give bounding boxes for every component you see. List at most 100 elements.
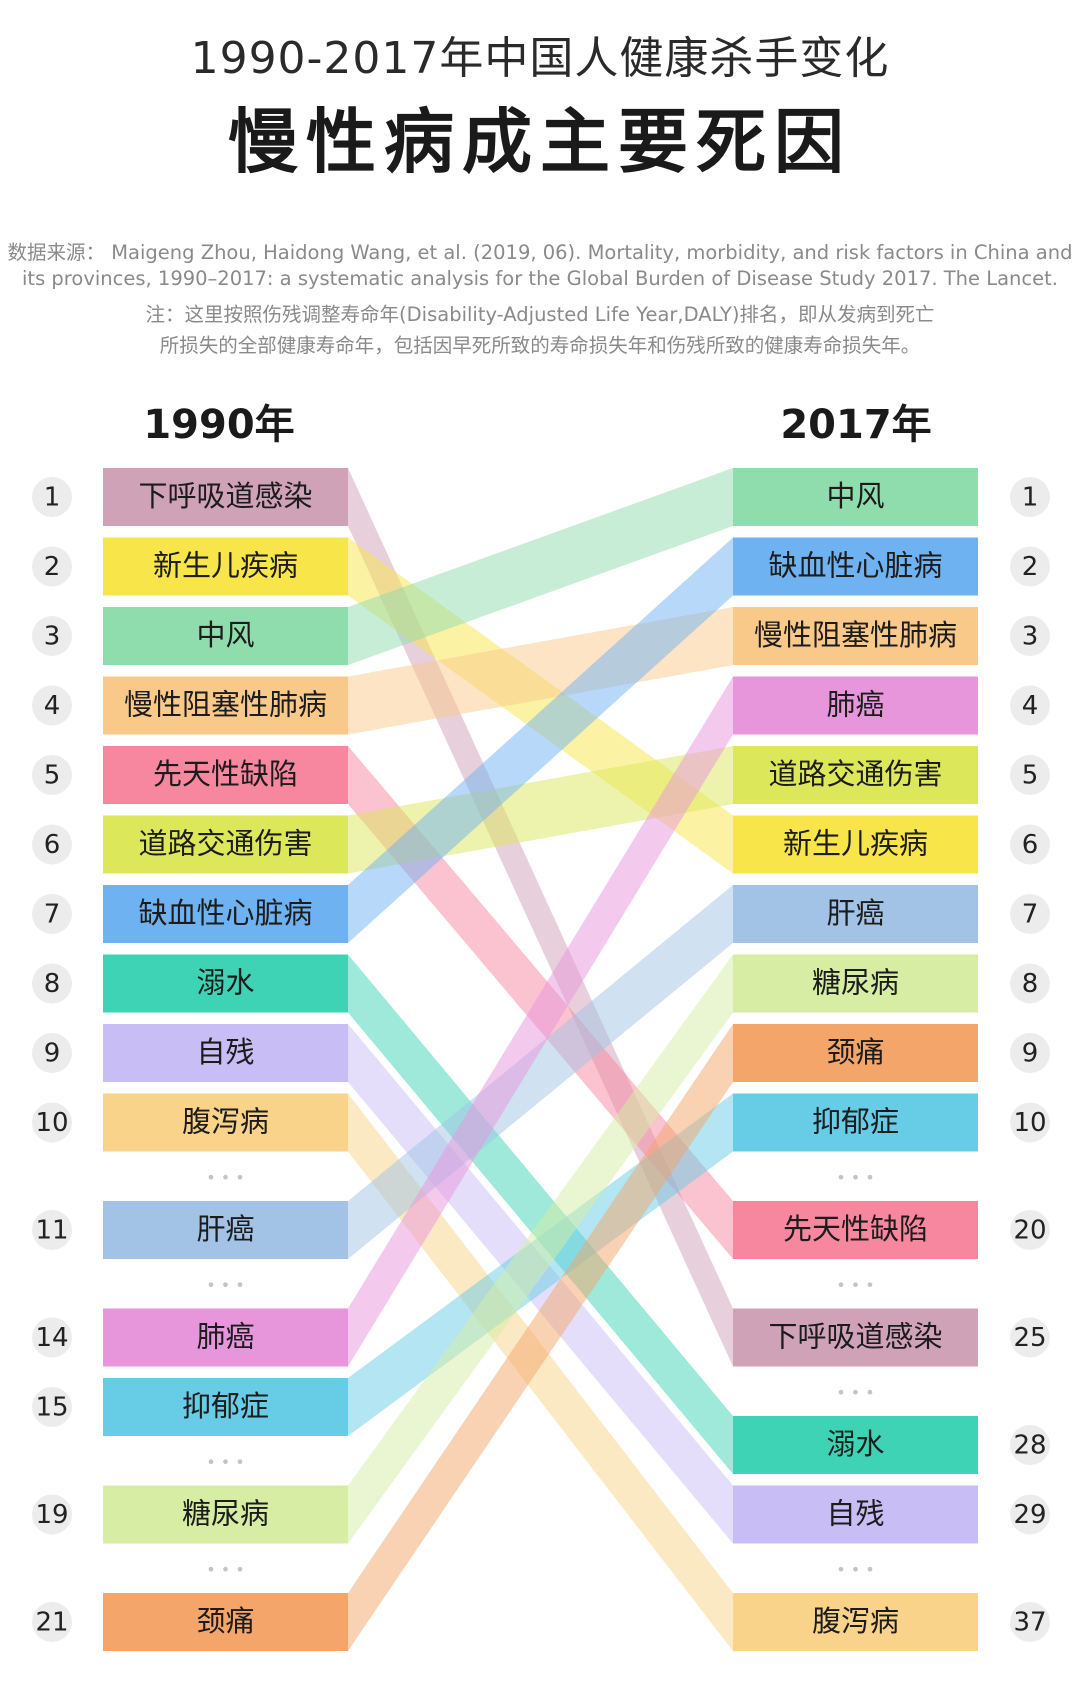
left-cause-label: 抑郁症 xyxy=(182,1389,269,1423)
left-cause-box xyxy=(103,468,348,526)
ellipsis-dots: • • • xyxy=(836,1560,874,1579)
right-cause-box xyxy=(733,1201,978,1259)
left-rank-number: 11 xyxy=(35,1216,68,1246)
left-rank-number: 10 xyxy=(35,1108,68,1138)
left-cause-box xyxy=(103,676,348,735)
right-cause-label: 抑郁症 xyxy=(812,1105,899,1139)
right-cause-box xyxy=(733,607,978,665)
left-cause-label: 新生儿疾病 xyxy=(153,549,298,583)
left-rank-circle xyxy=(32,755,72,795)
left-rank-number: 9 xyxy=(44,1039,61,1069)
chart-subtitle: 慢性病成主要死因 xyxy=(228,101,852,183)
right-rank-number: 29 xyxy=(1013,1500,1046,1530)
left-cause-label: 慢性阻塞性肺病 xyxy=(124,688,327,722)
right-cause-label: 慢性阻塞性肺病 xyxy=(754,618,957,652)
left-rank-circle xyxy=(32,546,72,587)
left-rank-circle xyxy=(32,616,72,656)
right-cause-label: 缺血性心脏病 xyxy=(768,549,942,583)
left-rank-number: 2 xyxy=(44,552,61,582)
left-cause-box xyxy=(103,1593,348,1651)
left-cause-box xyxy=(103,607,348,665)
rank-link xyxy=(348,954,733,1544)
left-cause-label: 中风 xyxy=(196,618,254,652)
left-cause-box xyxy=(103,885,348,943)
left-rank-circle xyxy=(32,685,72,726)
right-year-header: 2017年 xyxy=(780,402,932,448)
left-rank-number: 14 xyxy=(35,1323,68,1353)
rank-link xyxy=(348,1093,733,1651)
right-rank-number: 10 xyxy=(1013,1108,1046,1138)
rank-link xyxy=(348,1024,733,1651)
right-cause-label: 新生儿疾病 xyxy=(783,827,928,861)
right-rank-circle xyxy=(1010,616,1050,656)
right-cause-box xyxy=(733,1308,978,1367)
rank-link xyxy=(348,468,733,665)
right-rank-number: 4 xyxy=(1022,691,1039,721)
left-cause-label: 道路交通伤害 xyxy=(138,827,312,861)
right-rank-circle xyxy=(1010,755,1050,795)
right-cause-label: 糖尿病 xyxy=(812,966,899,1000)
right-cause-box xyxy=(733,1093,978,1152)
right-rank-number: 37 xyxy=(1013,1608,1046,1638)
right-cause-label: 腹泻病 xyxy=(812,1604,899,1638)
ellipsis-dots: • • • xyxy=(206,1168,244,1187)
left-rank-circle xyxy=(32,1494,72,1535)
right-cause-box xyxy=(733,1024,978,1082)
left-rank-circle xyxy=(32,1210,72,1250)
left-rank-number: 7 xyxy=(44,900,61,930)
right-cause-box xyxy=(733,885,978,943)
left-rank-circle xyxy=(32,1602,72,1642)
right-rank-circle xyxy=(1010,824,1050,865)
right-rank-number: 1 xyxy=(1022,483,1039,513)
right-cause-label: 颈痛 xyxy=(826,1035,884,1069)
left-cause-label: 颈痛 xyxy=(196,1604,254,1638)
right-cause-box xyxy=(733,537,978,596)
right-rank-circle xyxy=(1010,963,1050,1004)
left-cause-box xyxy=(103,537,348,596)
right-cause-label: 先天性缺陷 xyxy=(783,1212,928,1246)
left-rank-number: 3 xyxy=(44,622,61,652)
left-rank-circle xyxy=(32,477,72,517)
left-rank-number: 8 xyxy=(44,969,61,999)
ellipsis-dots: • • • xyxy=(836,1383,874,1402)
ellipsis-dots: • • • xyxy=(206,1452,244,1471)
right-cause-label: 中风 xyxy=(826,479,884,513)
left-rank-circle xyxy=(32,1033,72,1073)
ellipsis-dots: • • • xyxy=(206,1275,244,1294)
right-cause-box xyxy=(733,1593,978,1651)
left-rank-circle xyxy=(32,963,72,1004)
ellipsis-dots: • • • xyxy=(836,1275,874,1294)
right-rank-circle xyxy=(1010,1102,1050,1143)
source-note-line-1: 注：这里按照伤残调整寿命年(Disability-Adjusted Life Y… xyxy=(145,303,935,326)
left-cause-box xyxy=(103,1378,348,1436)
left-year-header: 1990年 xyxy=(143,402,295,448)
right-cause-box xyxy=(733,1416,978,1474)
left-cause-box xyxy=(103,1093,348,1152)
left-cause-label: 下呼吸道感染 xyxy=(138,479,312,513)
right-rank-circle xyxy=(1010,1602,1050,1642)
right-rank-number: 25 xyxy=(1013,1323,1046,1353)
right-rank-number: 9 xyxy=(1022,1039,1039,1069)
right-rank-number: 20 xyxy=(1013,1216,1046,1246)
right-rank-number: 28 xyxy=(1013,1431,1046,1461)
rank-link xyxy=(348,537,733,943)
right-rank-number: 5 xyxy=(1022,761,1039,791)
left-cause-label: 腹泻病 xyxy=(182,1105,269,1139)
rank-link xyxy=(348,954,733,1474)
left-cause-box xyxy=(103,746,348,804)
left-cause-label: 肝癌 xyxy=(196,1212,254,1246)
source-note-line-2: 所损失的全部健康寿命年，包括因早死所致的寿命损失年和伤残所致的健康寿命损失年。 xyxy=(159,334,921,357)
right-rank-number: 7 xyxy=(1022,900,1039,930)
right-cause-label: 肝癌 xyxy=(826,896,884,930)
right-rank-circle xyxy=(1010,1494,1050,1535)
left-rank-circle xyxy=(32,824,72,865)
left-cause-box xyxy=(103,1485,348,1544)
chart-title: 1990-2017年中国人健康杀手变化 xyxy=(190,33,890,84)
right-cause-box xyxy=(733,676,978,735)
left-cause-box xyxy=(103,954,348,1013)
right-cause-box xyxy=(733,954,978,1013)
right-cause-box xyxy=(733,1485,978,1544)
right-rank-circle xyxy=(1010,477,1050,517)
left-cause-label: 缺血性心脏病 xyxy=(138,896,312,930)
left-cause-box xyxy=(103,1308,348,1367)
